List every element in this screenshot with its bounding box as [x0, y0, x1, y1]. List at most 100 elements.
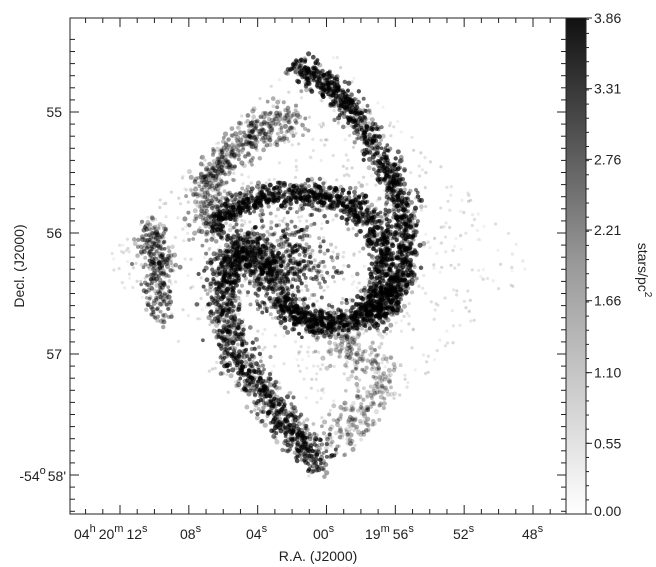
density-pixel — [308, 328, 312, 333]
density-pixel — [373, 152, 377, 157]
density-pixel — [405, 197, 411, 203]
density-pixel — [397, 195, 402, 200]
density-pixel — [308, 319, 312, 324]
density-pixel — [380, 226, 384, 231]
density-pixel — [351, 304, 356, 310]
density-pixel — [384, 221, 390, 228]
density-pixel — [274, 302, 280, 308]
density-pixel — [396, 299, 402, 305]
density-pixel — [331, 189, 336, 194]
density-pixel — [305, 177, 311, 183]
density-pixel — [405, 228, 410, 233]
density-pixel — [319, 367, 323, 371]
density-pixel — [320, 363, 325, 367]
density-pixel — [389, 134, 393, 138]
density-pixel — [353, 123, 358, 128]
density-pixel — [361, 157, 366, 162]
density-pixel — [400, 270, 406, 276]
density-pixel — [235, 307, 241, 313]
density-pixel — [254, 337, 260, 343]
density-pixel — [386, 176, 392, 182]
density-pixel — [251, 354, 257, 360]
density-pixel — [355, 136, 359, 141]
density-pixel — [255, 411, 260, 417]
density-pixel — [290, 437, 295, 441]
density-pixel — [285, 329, 291, 335]
density-pixel — [440, 241, 444, 245]
density-pixel — [304, 396, 308, 400]
density-pixel — [213, 366, 217, 370]
density-pixel — [435, 349, 439, 353]
density-pixel — [344, 429, 348, 433]
density-pixel — [376, 127, 381, 132]
density-pixel — [162, 202, 166, 206]
density-pixel — [481, 268, 485, 272]
density-pixel — [315, 74, 320, 79]
density-pixel — [363, 117, 368, 122]
density-pixel — [340, 92, 345, 97]
density-pixel — [230, 141, 234, 145]
density-pixel — [243, 219, 247, 223]
density-pixel — [378, 310, 383, 315]
density-pixel — [226, 245, 231, 250]
density-pixel — [425, 360, 429, 364]
density-pixel — [499, 262, 503, 266]
density-pixel — [177, 196, 181, 200]
density-pixel — [247, 357, 252, 362]
density-pixel — [252, 408, 257, 412]
density-pixel — [410, 346, 414, 350]
density-pixel — [412, 148, 416, 152]
density-pixel — [366, 127, 371, 132]
density-pixel — [394, 255, 400, 261]
density-pixel — [363, 313, 368, 318]
density-pixel — [297, 215, 301, 219]
density-pixel — [432, 266, 436, 270]
density-pixel — [324, 454, 329, 459]
density-pixel — [147, 222, 151, 226]
density-pixel — [277, 180, 282, 186]
density-pixel — [149, 214, 153, 218]
density-pixel — [326, 185, 332, 191]
density-pixel — [376, 145, 381, 151]
density-pixel — [227, 340, 232, 346]
density-pixel — [334, 245, 338, 249]
density-pixel — [362, 137, 367, 142]
density-pixel — [348, 133, 352, 138]
density-pixel — [203, 158, 207, 162]
density-pixel — [299, 122, 303, 126]
density-pixel — [235, 248, 240, 253]
density-pixel — [295, 358, 299, 362]
density-pixel — [471, 213, 475, 217]
density-pixel — [297, 65, 302, 70]
density-pixel — [395, 149, 401, 155]
density-pixel — [258, 370, 263, 374]
density-pixel — [240, 173, 244, 177]
density-pixel — [403, 278, 409, 284]
density-pixel — [340, 328, 345, 333]
density-pixel — [404, 202, 410, 207]
density-pixel — [399, 221, 404, 226]
density-pixel — [198, 226, 202, 230]
density-pixel — [407, 322, 411, 326]
density-pixel — [396, 291, 403, 297]
density-pixel — [364, 141, 369, 146]
density-pixel — [394, 321, 398, 325]
density-pixel — [342, 173, 347, 178]
density-pixel — [417, 197, 422, 203]
density-pixel — [320, 416, 324, 420]
density-pixel — [309, 176, 315, 182]
density-pixel — [374, 143, 378, 147]
density-pixel — [277, 78, 281, 82]
density-pixel — [367, 143, 372, 148]
density-pixel — [244, 404, 250, 410]
density-pixel — [400, 267, 404, 272]
density-pixel — [211, 328, 217, 334]
density-pixel — [322, 213, 327, 219]
density-pixel — [214, 309, 220, 314]
density-pixel — [278, 137, 282, 141]
density-pixel — [388, 163, 394, 169]
density-pixel — [320, 222, 324, 226]
density-pixel — [292, 321, 298, 327]
density-pixel — [131, 266, 135, 270]
density-pixel — [239, 350, 244, 355]
